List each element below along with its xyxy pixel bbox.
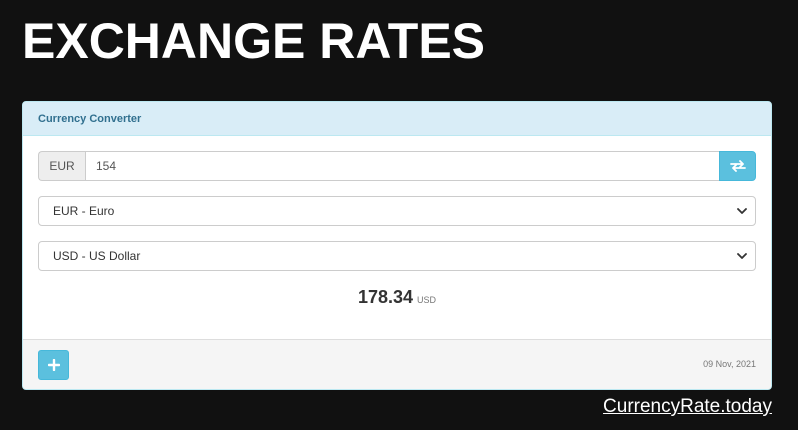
converter-panel: Currency Converter EUR EUR - Euro [22, 101, 772, 390]
to-currency-value: USD - US Dollar [53, 249, 141, 263]
amount-currency-code: EUR [38, 151, 85, 181]
swap-arrows-icon [729, 160, 746, 172]
panel-heading: Currency Converter [23, 102, 771, 136]
chevron-down-icon [737, 252, 747, 259]
panel-heading-title: Currency Converter [38, 112, 142, 125]
from-currency-select[interactable]: EUR - Euro [38, 196, 756, 226]
panel-body: EUR EUR - Euro USD - US Dollar [23, 136, 771, 340]
swap-button[interactable] [719, 151, 756, 181]
page-title: EXCHANGE RATES [22, 13, 486, 69]
conversion-result: 178.34 USD [23, 287, 771, 308]
add-converter-button[interactable] [38, 350, 69, 380]
panel-footer: 09 Nov, 2021 [23, 339, 771, 389]
from-currency-value: EUR - Euro [53, 204, 115, 218]
plus-icon [47, 359, 60, 371]
rate-date: 09 Nov, 2021 [703, 359, 756, 369]
amount-input[interactable] [85, 151, 719, 181]
result-unit: USD [417, 295, 437, 305]
result-value: 178.34 [357, 287, 414, 307]
amount-input-group: EUR [38, 151, 756, 181]
chevron-down-icon [737, 207, 747, 214]
brand-link[interactable]: CurrencyRate.today [603, 396, 772, 417]
to-currency-select[interactable]: USD - US Dollar [38, 241, 756, 271]
